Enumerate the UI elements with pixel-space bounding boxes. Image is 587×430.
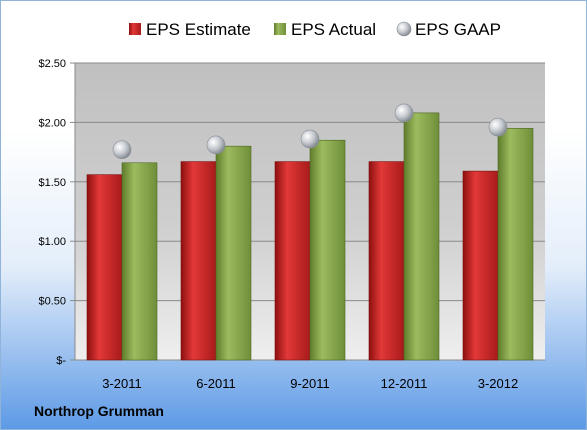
point-eps-gaap: [206, 135, 226, 155]
bar-eps-actual: [403, 112, 440, 361]
legend-swatch-actual: [274, 23, 286, 35]
gaap-points: [112, 103, 508, 160]
legend-label: EPS Actual: [291, 20, 376, 39]
bar-eps-actual: [497, 128, 534, 361]
x-tick-label: 6-2011: [196, 376, 236, 391]
point-eps-gaap: [394, 103, 414, 123]
bar-eps-estimate: [462, 170, 499, 361]
x-tick-label: 9-2011: [290, 376, 330, 391]
company-name: Northrop Grumman: [34, 403, 164, 419]
legend-label: EPS Estimate: [146, 20, 251, 39]
y-tick-label: $2.00: [38, 117, 66, 129]
point-eps-gaap: [488, 117, 508, 137]
x-tick-label: 3-2012: [478, 376, 518, 391]
bars: [86, 112, 534, 361]
bar-eps-actual: [215, 145, 252, 361]
y-tick-label: $1.50: [38, 177, 66, 189]
bar-eps-actual: [121, 162, 158, 361]
y-tick-label: $2.50: [38, 58, 66, 70]
bar-eps-estimate: [274, 161, 311, 361]
x-tick-label: 3-2011: [102, 376, 142, 391]
legend: EPS Estimate EPS Actual EPS GAAP: [129, 20, 501, 39]
y-tick-label: $0.50: [38, 296, 66, 308]
axes: $- $0.50 $1.00 $1.50 $2.00 $2.50 3-2011 6-2011 9…: [38, 58, 518, 391]
bar-eps-estimate: [368, 161, 405, 361]
x-tick-label: 12-2011: [381, 376, 428, 391]
legend-label: EPS GAAP: [415, 20, 501, 39]
y-tick-label: $1.00: [38, 236, 66, 248]
bar-eps-estimate: [180, 161, 217, 361]
bar-eps-actual: [309, 139, 346, 361]
legend-swatch-estimate: [129, 23, 141, 35]
bar-eps-estimate: [86, 174, 123, 361]
point-eps-gaap: [112, 140, 132, 160]
y-tick-label: $-: [56, 355, 66, 367]
point-eps-gaap: [300, 129, 320, 149]
legend-swatch-gaap: [396, 21, 412, 37]
